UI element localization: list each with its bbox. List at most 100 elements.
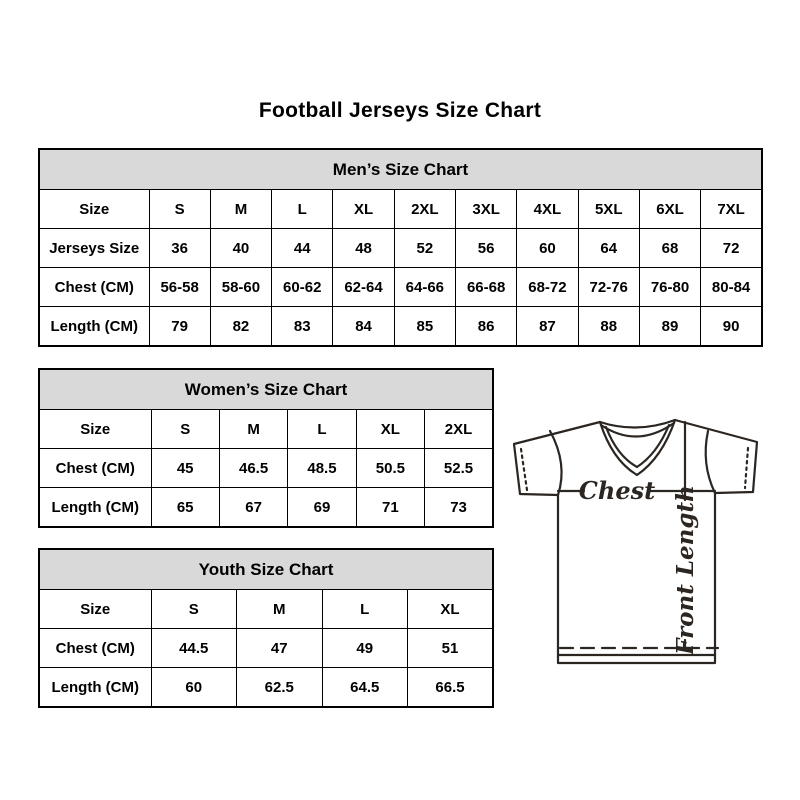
- table-row: Length (CM) 65 67 69 71 73: [38, 487, 494, 528]
- size-value-cell: 64: [577, 228, 640, 268]
- jersey-right-cuff-stitch: [743, 446, 750, 490]
- size-value-cell: M: [236, 589, 323, 629]
- size-value-cell: 66.5: [407, 667, 494, 708]
- table-row: Chest (CM) 56-58 58-60 60-62 62-64 64-66 66-68…: [38, 267, 763, 307]
- size-value-cell: 47: [236, 628, 323, 668]
- size-value-cell: 40: [209, 228, 273, 268]
- size-value-cell: 56: [454, 228, 518, 268]
- size-value-cell: 62.5: [236, 667, 323, 708]
- front-length-measure-line: [676, 420, 694, 650]
- size-value-cell: 52: [393, 228, 456, 268]
- jersey-collar-rib: [599, 421, 676, 438]
- size-value-cell: 82: [209, 306, 273, 347]
- size-value-cell: 52.5: [424, 448, 494, 488]
- size-value-cell: 83: [271, 306, 334, 347]
- size-value-cell: 71: [355, 487, 426, 528]
- size-value-cell: 68: [638, 228, 702, 268]
- size-value-cell: 79: [148, 306, 211, 347]
- size-value-cell: 73: [424, 487, 494, 528]
- jersey-left-sleeve: [512, 420, 602, 497]
- size-value-cell: 2XL: [424, 409, 494, 449]
- size-value-cell: 46.5: [218, 448, 289, 488]
- size-value-cell: 60-62: [271, 267, 334, 307]
- size-value-cell: 48: [332, 228, 395, 268]
- size-value-cell: 48.5: [287, 448, 357, 488]
- row-label: Jerseys Size: [38, 228, 150, 268]
- row-label: Chest (CM): [38, 448, 152, 488]
- table-row: Size S M L XL 2XL: [38, 409, 494, 449]
- jersey-left-cuff-stitch: [519, 447, 529, 492]
- size-value-cell: S: [150, 589, 237, 629]
- size-value-cell: 44.5: [150, 628, 237, 668]
- womens-table-title: Women’s Size Chart: [38, 368, 494, 410]
- size-value-cell: 4XL: [516, 189, 579, 229]
- table-row: Jerseys Size 36 40 44 48 52 56 60 64 68 72: [38, 228, 763, 268]
- size-value-cell: XL: [407, 589, 494, 629]
- size-value-cell: L: [321, 589, 408, 629]
- size-value-cell: M: [209, 189, 273, 229]
- size-value-cell: XL: [355, 409, 426, 449]
- table-row: Length (CM) 60 62.5 64.5 66.5: [38, 667, 494, 708]
- size-value-cell: M: [218, 409, 289, 449]
- youth-size-table: Youth Size Chart Size S M L XL Chest (CM) 44.5 4…: [38, 548, 494, 708]
- size-value-cell: 50.5: [355, 448, 426, 488]
- jersey-right-armhole: [704, 429, 717, 495]
- size-value-cell: 84: [332, 306, 395, 347]
- page-title: Football Jerseys Size Chart: [258, 99, 542, 122]
- row-label: Chest (CM): [38, 628, 152, 668]
- size-value-cell: 2XL: [393, 189, 456, 229]
- size-value-cell: L: [287, 409, 357, 449]
- size-value-cell: 60: [150, 667, 237, 708]
- table-row: Size S M L XL: [38, 589, 494, 629]
- row-label: Length (CM): [38, 306, 150, 347]
- size-value-cell: 45: [150, 448, 220, 488]
- table-row: Chest (CM) 45 46.5 48.5 50.5 52.5: [38, 448, 494, 488]
- jersey-left-armhole: [548, 429, 563, 497]
- size-value-cell: 51: [407, 628, 494, 668]
- row-label: Length (CM): [38, 667, 152, 708]
- mens-table-title: Men’s Size Chart: [38, 148, 763, 190]
- womens-size-table: Women’s Size Chart Size S M L XL 2XL Chest (CM)…: [38, 368, 494, 528]
- size-value-cell: 88: [577, 306, 640, 347]
- size-value-cell: 65: [150, 487, 220, 528]
- size-value-cell: 7XL: [700, 189, 763, 229]
- size-value-cell: 72: [700, 228, 763, 268]
- row-label: Size: [38, 589, 152, 629]
- mens-size-table: Men’s Size Chart Size S M L XL 2XL 3XL 4XL 5XL 6XL…: [38, 148, 763, 347]
- size-value-cell: 90: [700, 306, 763, 347]
- jersey-collar-back-edge: [598, 418, 677, 429]
- size-value-cell: S: [150, 409, 220, 449]
- size-value-cell: 49: [321, 628, 408, 668]
- size-value-cell: 69: [287, 487, 357, 528]
- row-label: Size: [38, 189, 150, 229]
- jersey-body: [556, 491, 717, 665]
- row-label: Chest (CM): [38, 267, 150, 307]
- size-value-cell: 36: [148, 228, 211, 268]
- size-value-cell: 6XL: [638, 189, 702, 229]
- size-value-cell: 58-60: [209, 267, 273, 307]
- front-length-label: Front Length: [672, 485, 699, 656]
- size-value-cell: XL: [332, 189, 395, 229]
- size-value-cell: L: [271, 189, 334, 229]
- row-label: Size: [38, 409, 152, 449]
- table-row: Chest (CM) 44.5 47 49 51: [38, 628, 494, 668]
- size-value-cell: 72-76: [577, 267, 640, 307]
- size-value-cell: 44: [271, 228, 334, 268]
- size-value-cell: 68-72: [516, 267, 579, 307]
- size-value-cell: 60: [516, 228, 579, 268]
- size-value-cell: 64-66: [393, 267, 456, 307]
- youth-table-title: Youth Size Chart: [38, 548, 494, 590]
- row-label: Length (CM): [38, 487, 152, 528]
- jersey-vneck-outer: [598, 418, 677, 477]
- jersey-right-sleeve: [673, 418, 759, 495]
- size-value-cell: 76-80: [638, 267, 702, 307]
- chest-label: Chest: [579, 476, 655, 505]
- size-value-cell: 86: [454, 306, 518, 347]
- table-row: Length (CM) 79 82 83 84 85 86 87 88 89 90: [38, 306, 763, 347]
- size-value-cell: S: [148, 189, 211, 229]
- size-value-cell: 80-84: [700, 267, 763, 307]
- size-value-cell: 56-58: [148, 267, 211, 307]
- table-row: Size S M L XL 2XL 3XL 4XL 5XL 6XL 7XL: [38, 189, 763, 229]
- jersey-vneck-inner: [604, 423, 671, 469]
- size-value-cell: 87: [516, 306, 579, 347]
